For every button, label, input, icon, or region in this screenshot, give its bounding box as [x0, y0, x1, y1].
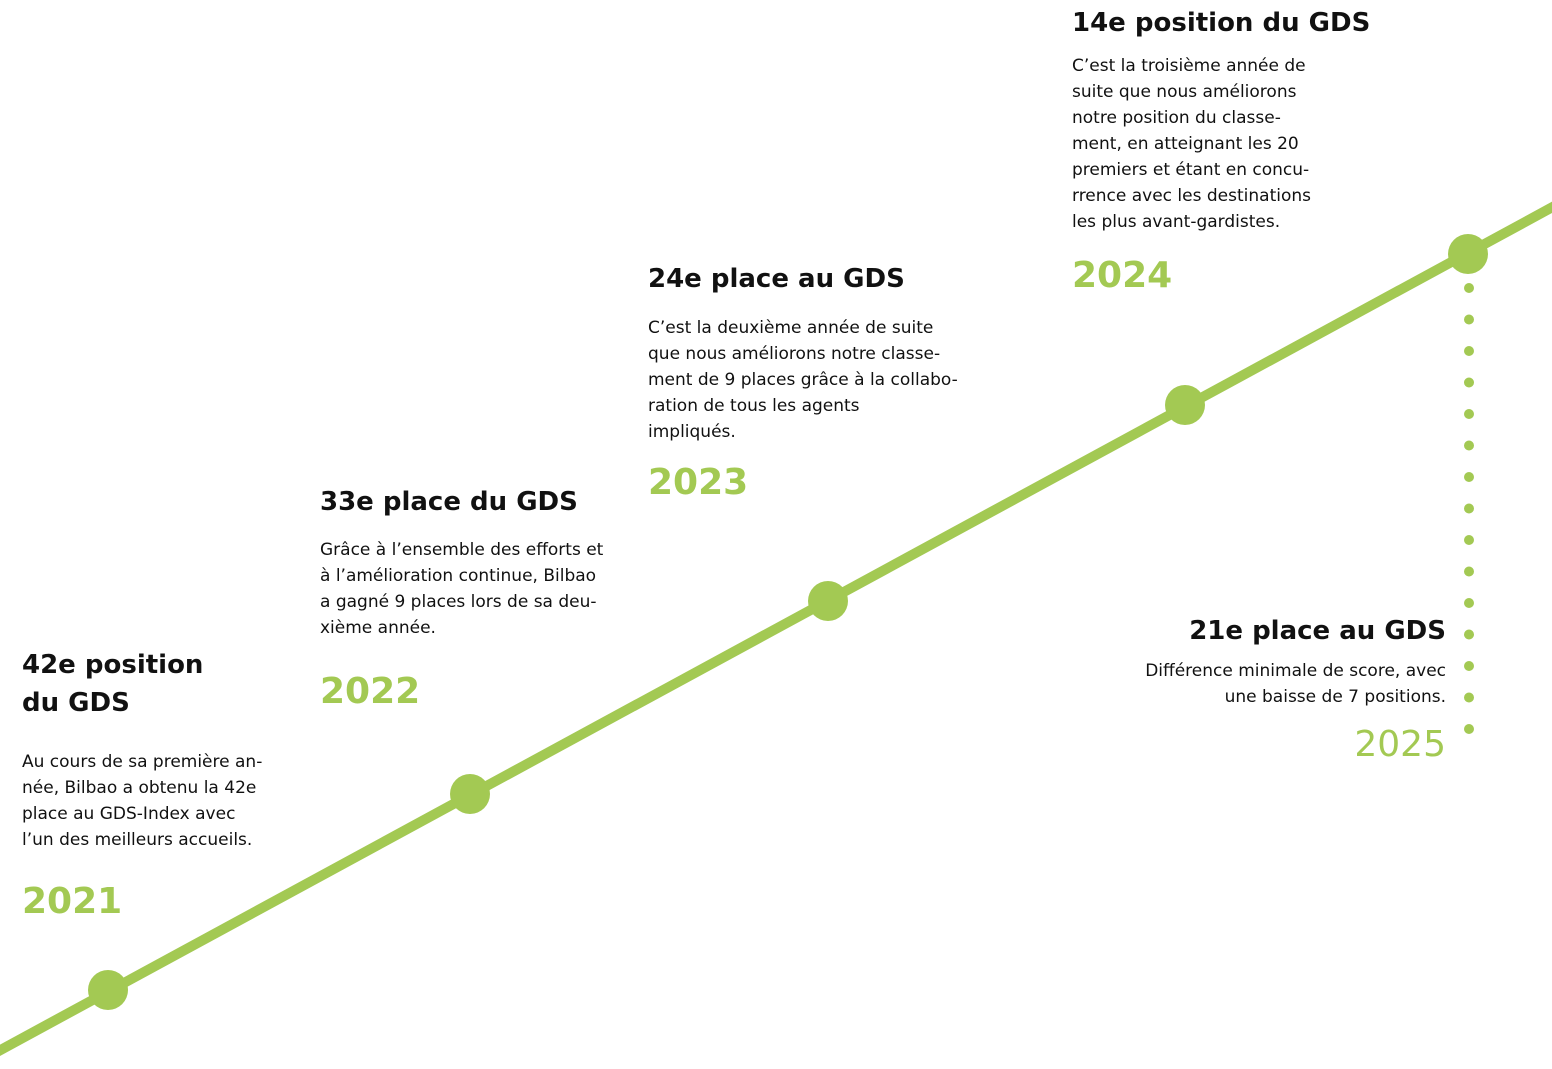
milestone-text: à l’amélioration continue, Bilbao [320, 566, 597, 586]
milestone-title: du GDS [22, 688, 130, 718]
milestone-text: ment de 9 places grâce à la collabo- [648, 370, 958, 390]
milestone-text: C’est la troisième année de [1072, 56, 1306, 76]
connector-dot [1464, 566, 1474, 577]
milestone-text: les plus avant-gardistes. [1072, 212, 1281, 232]
milestone-text: xième année. [320, 618, 436, 638]
milestone-title: 14e position du GDS [1072, 8, 1371, 38]
connector-dot [1464, 503, 1474, 514]
milestone-title: 33e place du GDS [320, 487, 578, 517]
milestone-text: Grâce à l’ensemble des efforts et [320, 540, 604, 560]
milestone-text: Au cours de sa première an- [22, 752, 263, 772]
connector-dot [1464, 598, 1474, 608]
milestone-text: suite que nous améliorons [1072, 82, 1297, 102]
connector-dot [1464, 440, 1474, 451]
connector-dot [1464, 409, 1474, 419]
milestone-title: 21e place au GDS [1189, 616, 1446, 646]
connector-dot [1464, 377, 1474, 388]
milestone-year: 2023 [648, 462, 749, 503]
milestone-text: premiers et étant en concu- [1072, 160, 1310, 180]
milestone-text: impliqués. [648, 422, 736, 442]
connector-dot [1464, 661, 1474, 671]
milestone-year: 2025 [1354, 724, 1446, 765]
milestone-text: a gagné 9 places lors de sa deu- [320, 592, 597, 612]
milestone-year: 2022 [320, 671, 421, 712]
connector-dot [1464, 472, 1474, 482]
connector-dot [1464, 724, 1474, 734]
milestone-dot [450, 774, 490, 814]
milestone-text: née, Bilbao a obtenu la 42e [22, 778, 257, 798]
milestone-dot [1165, 385, 1205, 425]
connector-dot [1464, 535, 1474, 545]
milestone-text: ment, en atteignant les 20 [1072, 134, 1299, 154]
milestone-dot [1448, 234, 1488, 274]
milestone-text: Différence minimale de score, avec [1145, 661, 1446, 681]
milestone-text: place au GDS-Index avec [22, 804, 236, 824]
milestone-dot [808, 581, 848, 621]
milestone-text: C’est la deuxième année de suite [648, 318, 934, 338]
milestone-title: 24e place au GDS [648, 264, 905, 294]
milestone-year: 2024 [1072, 255, 1173, 296]
milestone-dot [88, 970, 128, 1010]
connector-dot [1464, 314, 1474, 325]
milestone-text: notre position du classe- [1072, 108, 1281, 128]
timeline-line [0, 201, 1552, 1056]
milestone-text: une baisse de 7 positions. [1224, 687, 1446, 707]
milestone-title: 42e position [22, 650, 204, 680]
connector-dot [1464, 692, 1474, 703]
milestone-text: ration de tous les agents [648, 396, 860, 416]
connector-dot [1464, 629, 1474, 640]
milestone-year: 2021 [22, 881, 123, 922]
dotted-connector [1464, 283, 1474, 734]
connector-dot [1464, 346, 1474, 356]
milestone-text: que nous améliorons notre classe- [648, 344, 941, 364]
connector-dot [1464, 283, 1474, 293]
milestone-text: l’un des meilleurs accueils. [22, 830, 253, 850]
milestone-text: rrence avec les destinations [1072, 186, 1311, 206]
